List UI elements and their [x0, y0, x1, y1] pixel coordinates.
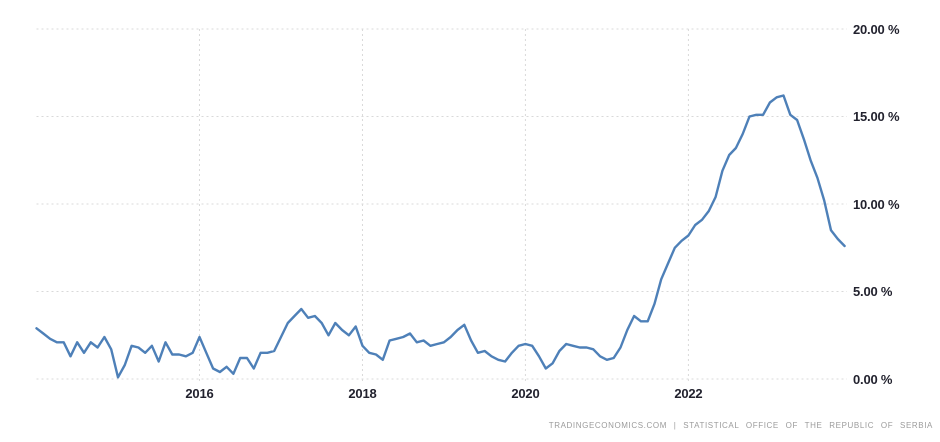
x-axis-tick-label: 2022: [674, 386, 703, 401]
x-axis-tick-label: 2016: [185, 386, 214, 401]
inflation-line-series: [35, 94, 846, 379]
x-axis-tick-label: 2020: [511, 386, 540, 401]
y-axis-tick-label: 15.00 %: [853, 109, 900, 124]
y-axis-tick-label: 10.00 %: [853, 196, 900, 212]
y-axis-tick-label: 5.00 %: [853, 284, 893, 299]
y-axis-tick-label: 20.00 %: [853, 21, 900, 37]
x-axis-tick-label: 2018: [348, 386, 377, 401]
source-attribution: TRADINGECONOMICS.COM | STATISTICAL OFFIC…: [548, 421, 933, 430]
y-axis-tick-label: 0.00 %: [853, 371, 893, 387]
